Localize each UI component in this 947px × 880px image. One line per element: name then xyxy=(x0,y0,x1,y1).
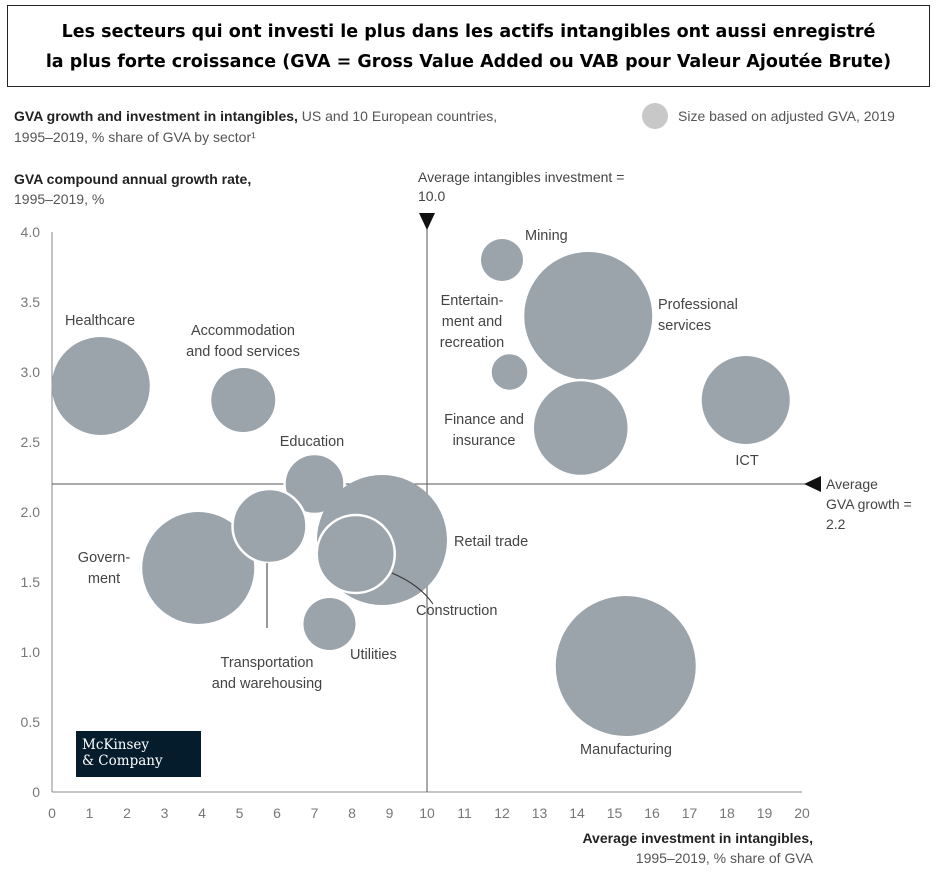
size-legend: Size based on adjusted GVA, 2019 xyxy=(642,103,895,129)
vertical-reference-label: Average intangibles investment = 10.0 xyxy=(418,168,624,206)
horizontal-reference-label: Average GVA growth = 2.2 xyxy=(826,474,912,534)
bubble-label-transportation-and-warehousing: Transportation and warehousing xyxy=(212,655,322,692)
horizontal-reference-arrow xyxy=(804,476,821,492)
x-tick-label: 19 xyxy=(757,805,773,821)
subtitle-bold: GVA growth and investment in intangibles… xyxy=(14,108,298,124)
y-tick-label: 2.5 xyxy=(21,434,41,450)
y-axis-title-bold: GVA compound annual growth rate, xyxy=(14,171,252,187)
bubble-label-professional-services: Professional services xyxy=(658,297,738,334)
bubble-entertainment-and-recreation xyxy=(489,351,530,393)
x-axis-title: Average investment in intangibles, 1995–… xyxy=(582,828,813,868)
x-tick-label: 6 xyxy=(273,805,281,821)
bubble-label-mining: Mining xyxy=(525,228,568,244)
x-tick-label: 1 xyxy=(86,805,94,821)
x-tick-label: 12 xyxy=(494,805,510,821)
bubble-accommodation-and-food-services xyxy=(211,368,276,432)
y-tick-label: 3.5 xyxy=(21,294,41,310)
bubble-finance-and-insurance xyxy=(531,378,630,478)
bubble-ict xyxy=(701,356,790,444)
bubble-label-retail-trade: Retail trade xyxy=(454,534,528,550)
logo-line-1: McKinsey xyxy=(82,737,150,753)
bubble-utilities xyxy=(303,598,356,650)
subtitle-line-2: 1995–2019, % share of GVA by sector¹ xyxy=(14,129,256,145)
banner-line-2: la plus forte croissance (GVA = Gross Va… xyxy=(45,52,892,72)
x-axis-title-line-2: 1995–2019, % share of GVA xyxy=(635,850,813,866)
vertical-reference-label-1: Average intangibles investment = xyxy=(418,169,625,185)
bubble-construction xyxy=(315,513,396,595)
leader-construction xyxy=(391,572,434,605)
mckinsey-logo: McKinsey & Company xyxy=(76,731,201,777)
vertical-reference-label-2: 10.0 xyxy=(418,188,446,204)
bubbles xyxy=(51,239,790,736)
bubble-label-utilities: Utilities xyxy=(350,647,397,663)
size-legend-dot xyxy=(642,103,668,129)
title-banner: Les secteurs qui ont investi le plus dan… xyxy=(7,5,930,87)
x-tick-label: 10 xyxy=(419,805,435,821)
x-tick-label: 4 xyxy=(198,805,206,821)
x-tick-label: 18 xyxy=(719,805,735,821)
subtitle-rest: US and 10 European countries, xyxy=(297,108,498,124)
x-tick-label: 15 xyxy=(607,805,623,821)
axes: 0 1 2 3 4 5 6 7 8 9 10 11 12 13 14 15 16 17 18 19 2000.51.01… xyxy=(21,224,810,821)
x-tick-label: 3 xyxy=(161,805,169,821)
x-tick-label: 7 xyxy=(311,805,319,821)
x-tick-label: 11 xyxy=(457,805,472,821)
bubble-labels: Healthcare Accommodation and food services… xyxy=(65,228,759,758)
bubble-professional-services xyxy=(524,252,653,380)
x-tick-label: 5 xyxy=(236,805,244,821)
x-tick-label: 0 xyxy=(48,805,56,821)
chart-subtitle: GVA growth and investment in intangibles… xyxy=(14,106,497,148)
x-tick-label: 20 xyxy=(794,805,810,821)
bubble-label-construction: Construction xyxy=(416,603,497,619)
y-axis-title-line-2: 1995–2019, % xyxy=(14,191,105,207)
x-tick-label: 17 xyxy=(682,805,698,821)
x-axis-title-bold: Average investment in intangibles, xyxy=(582,830,813,846)
bubble-manufacturing xyxy=(555,596,696,736)
y-tick-label: 0.5 xyxy=(21,714,41,730)
bubble-label-entertainment-and-recreation: Entertain-ment and recreation xyxy=(440,293,504,351)
x-tick-label: 8 xyxy=(348,805,356,821)
x-tick-label: 14 xyxy=(569,805,585,821)
size-legend-label: Size based on adjusted GVA, 2019 xyxy=(678,108,895,124)
banner-line-1: Les secteurs qui ont investi le plus dan… xyxy=(61,22,876,42)
y-tick-label: 4.0 xyxy=(21,224,41,240)
bubble-mining xyxy=(481,239,523,281)
horizontal-reference-label-3: 2.2 xyxy=(826,516,846,532)
bubble-transportation-and-warehousing xyxy=(231,487,308,565)
horizontal-reference-label-2: GVA growth = xyxy=(826,496,912,512)
y-tick-label: 0 xyxy=(32,784,40,800)
vertical-reference-arrow xyxy=(419,213,435,230)
y-axis-title: GVA compound annual growth rate, 1995–20… xyxy=(14,169,251,209)
bubble-label-finance-and-insurance: Finance and insurance xyxy=(444,412,524,449)
leader-lines xyxy=(266,563,434,628)
y-tick-label: 3.0 xyxy=(21,364,41,380)
bubble-education xyxy=(283,452,346,516)
bubble-label-accommodation-and-food-services: Accommodation and food services xyxy=(186,323,300,360)
y-tick-label: 1.0 xyxy=(21,644,41,660)
x-tick-label: 2 xyxy=(123,805,131,821)
bubble-label-government: Govern-ment xyxy=(78,550,131,587)
horizontal-reference-label-1: Average xyxy=(826,476,878,492)
x-tick-label: 13 xyxy=(532,805,548,821)
bubble-government xyxy=(142,512,255,624)
x-tick-label: 16 xyxy=(644,805,660,821)
bubble-label-healthcare: Healthcare xyxy=(65,313,135,329)
logo-line-2: & Company xyxy=(82,753,163,769)
bubble-healthcare xyxy=(51,337,150,435)
bubble-label-education: Education xyxy=(280,434,345,450)
bubble-label-ict: ICT xyxy=(735,453,759,469)
bubble-label-manufacturing: Manufacturing xyxy=(580,742,672,758)
y-tick-label: 1.5 xyxy=(21,574,41,590)
y-tick-label: 2.0 xyxy=(21,504,41,520)
x-tick-label: 9 xyxy=(386,805,394,821)
